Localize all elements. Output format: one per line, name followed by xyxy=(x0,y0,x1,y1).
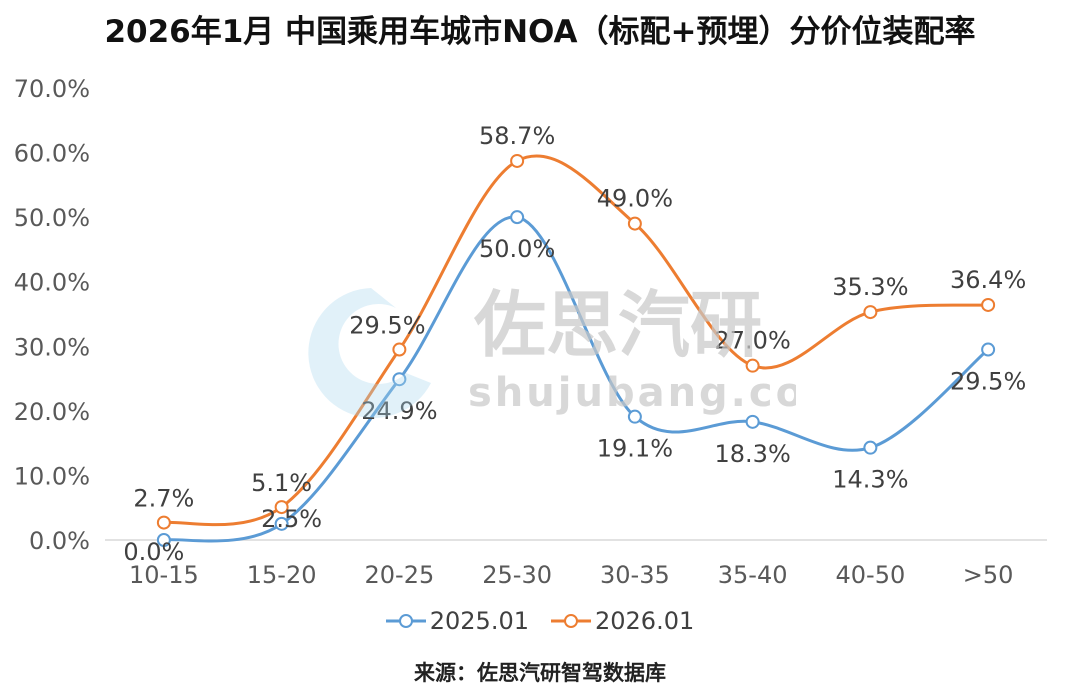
data-point xyxy=(863,305,878,320)
data-label: 19.1% xyxy=(597,435,673,463)
data-label: 5.1% xyxy=(251,469,312,497)
legend: 2025.01 2026.01 xyxy=(0,607,1080,635)
data-point xyxy=(392,342,407,357)
data-label: 36.4% xyxy=(950,266,1026,294)
y-tick-label: 0.0% xyxy=(29,527,90,555)
x-tick-label: 30-35 xyxy=(600,561,670,589)
x-tick-label: 35-40 xyxy=(718,561,788,589)
data-label: 2.5% xyxy=(261,505,322,533)
x-tick-label: 25-30 xyxy=(482,561,552,589)
data-point xyxy=(510,210,525,225)
legend-marker-icon xyxy=(551,614,591,628)
source-note: 来源：佐思汽研智驾数据库 xyxy=(414,661,666,685)
series-1 xyxy=(156,210,996,547)
y-tick-label: 30.0% xyxy=(14,333,90,361)
data-point xyxy=(981,342,996,357)
legend-label: 2025.01 xyxy=(429,607,529,635)
data-point xyxy=(274,516,289,531)
chart-title: 2026年1月 中国乘用车城市NOA（标配+预埋）分价位装配率 xyxy=(104,14,976,50)
legend-item: 2025.01 xyxy=(385,607,529,635)
data-label: 49.0% xyxy=(597,185,673,213)
data-point xyxy=(981,297,996,312)
data-label: 27.0% xyxy=(715,327,791,355)
data-label: 50.0% xyxy=(479,235,555,263)
data-point xyxy=(156,533,171,547)
legend-item: 2026.01 xyxy=(551,607,694,635)
y-tick-label: 10.0% xyxy=(14,462,90,490)
x-axis-tick-labels: 10-15 15-20 20-25 25-30 30-35 35-40 40-50 >50 xyxy=(129,561,1013,589)
line-chart: 0.0%10.0%20.0%30.0%40.0%50.0%60.0%70.0% … xyxy=(14,75,1047,589)
data-point xyxy=(627,409,642,424)
data-point xyxy=(627,216,642,231)
data-point xyxy=(510,153,525,168)
series-layer xyxy=(156,153,996,547)
data-label: 58.7% xyxy=(479,122,555,150)
legend-label: 2026.01 xyxy=(595,607,695,635)
data-point xyxy=(392,372,407,387)
y-tick-label: 50.0% xyxy=(14,204,90,232)
data-point xyxy=(274,500,289,515)
legend-marker-icon xyxy=(385,614,426,628)
data-label: 0.0% xyxy=(123,538,184,566)
y-tick-label: 60.0% xyxy=(14,140,90,168)
x-tick-label: >50 xyxy=(963,561,1014,589)
data-label: 29.5% xyxy=(950,368,1026,396)
data-label: 14.3% xyxy=(832,466,908,494)
data-point xyxy=(863,440,878,455)
y-tick-label: 20.0% xyxy=(14,398,90,426)
series-line xyxy=(163,215,990,543)
data-label: 18.3% xyxy=(715,440,791,468)
series-line xyxy=(163,154,989,527)
data-label: 35.3% xyxy=(832,273,908,301)
data-point xyxy=(745,414,760,429)
y-tick-label: 40.0% xyxy=(14,269,90,297)
x-tick-label: 10-15 xyxy=(129,561,199,589)
y-axis-tick-labels: 0.0% 10.0% 20.0% 30.0% 40.0% 50.0% 60.0% 70.0% xyxy=(14,75,90,555)
series-2 xyxy=(156,153,996,530)
data-label: 2.7% xyxy=(133,485,194,513)
x-tick-label: 20-25 xyxy=(365,561,435,589)
data-point xyxy=(745,358,760,373)
y-tick-label: 70.0% xyxy=(14,75,90,103)
x-tick-label: 15-20 xyxy=(247,561,317,589)
data-labels: 0.0% 2.5% 24.9% 50.0% 19.1% 18.3% 14.3% 29.5% 2.… xyxy=(123,122,1026,566)
data-label: 24.9% xyxy=(361,397,437,425)
x-tick-label: 40-50 xyxy=(836,561,906,589)
data-point xyxy=(156,515,171,530)
data-label: 29.5% xyxy=(349,312,425,340)
